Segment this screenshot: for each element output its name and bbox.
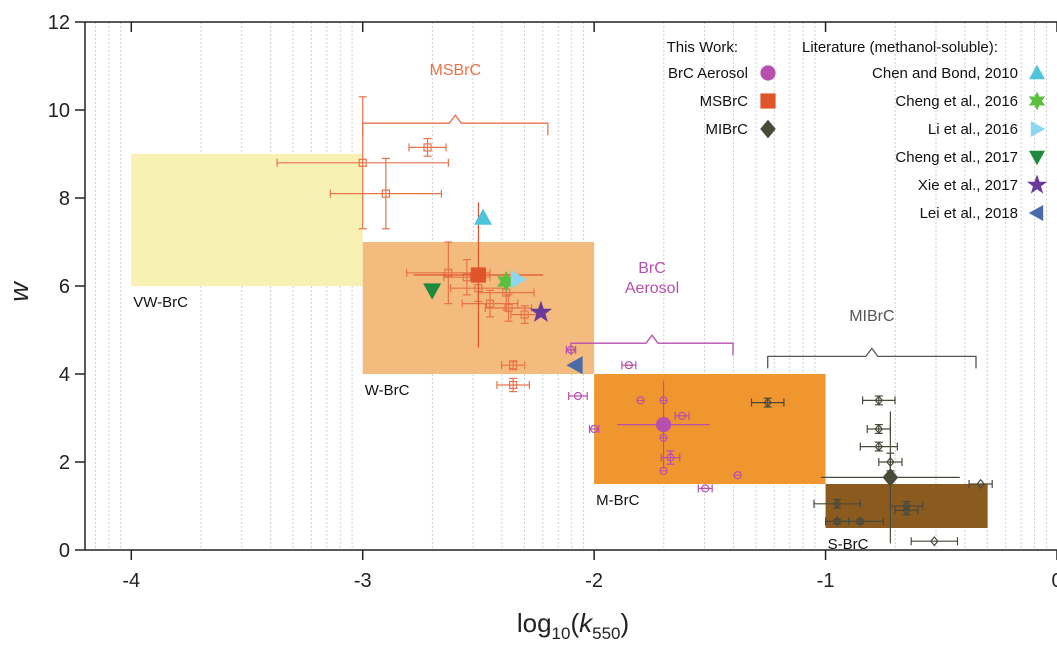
region-label: M-BrC (596, 492, 639, 509)
y-tick-label: 10 (48, 100, 70, 122)
bracket-label: MIBrC (849, 308, 894, 325)
x-tick-label: -1 (817, 570, 835, 592)
y-tick-label: 6 (59, 276, 70, 298)
mibrc-point (763, 397, 772, 408)
x-label-open: ( (570, 608, 579, 638)
x-label-sub1: 10 (552, 624, 571, 641)
legend-label: Lei et al., 2018 (920, 205, 1018, 222)
bracket (570, 334, 734, 356)
literature-point (566, 356, 583, 375)
legend-marker (1026, 174, 1048, 194)
bracket (362, 114, 549, 136)
y-axis-label: w (4, 281, 34, 302)
bracket-label: Aerosol (625, 280, 679, 297)
msbrc-point (509, 361, 518, 370)
y-tick-label: 2 (59, 452, 70, 474)
average-square (470, 267, 487, 283)
average-diamond (882, 468, 899, 487)
msbrc-point (423, 143, 432, 152)
x-tick-label: -3 (354, 570, 372, 592)
bracket-label: MSBrC (430, 62, 482, 79)
mibrc-point (874, 423, 884, 435)
region-label: W-BrC (365, 382, 410, 399)
msbrc-point (520, 310, 529, 319)
legend-marker (1030, 120, 1046, 138)
mibrc-point (874, 441, 884, 452)
legend-label: MIBrC (706, 121, 749, 138)
legend-marker (760, 93, 776, 109)
msbrc-point (504, 303, 513, 313)
legend-marker (1028, 91, 1046, 111)
bracket-label: BrC (638, 260, 666, 277)
legend-label: Cheng et al., 2017 (895, 149, 1018, 166)
msbrc-point (485, 299, 495, 308)
literature-point (510, 270, 528, 289)
mibrc-point (856, 516, 865, 527)
x-label-base: log (517, 608, 552, 638)
x-tick-label: -2 (585, 570, 603, 592)
literature-point (529, 300, 553, 322)
legend-label: MSBrC (700, 93, 749, 110)
x-axis-label: log10(k550) (517, 608, 629, 641)
msbrc-point (358, 158, 367, 167)
legend-label: Chen and Bond, 2010 (872, 65, 1018, 82)
y-tick-label: 8 (59, 188, 70, 210)
average-circle (655, 417, 672, 433)
region-label: VW-BrC (133, 294, 188, 311)
legend-label: Li et al., 2016 (928, 121, 1018, 138)
legend-marker (1028, 150, 1046, 166)
legend-marker (760, 65, 776, 81)
legend-label: BrC Aerosol (668, 65, 748, 82)
literature-point (474, 208, 493, 225)
legend-label: Xie et al., 2017 (918, 177, 1018, 194)
region-label: S-BrC (828, 536, 869, 553)
mibrc-point (832, 516, 842, 527)
region-vw-brc (131, 154, 363, 286)
x-label-close: ) (621, 608, 630, 638)
mibrc-point (976, 478, 985, 490)
x-tick-label: 0 (1051, 570, 1057, 592)
msbrc-point (509, 380, 518, 390)
axes: -4 -3 -2 -1 0 0 2 4 6 8 10 12 (48, 12, 1057, 592)
y-tick-label: 4 (59, 364, 70, 386)
legend-marker (760, 119, 776, 139)
msbrc-point (462, 273, 471, 282)
x-tick-label: -4 (122, 570, 140, 592)
regions: VW-BrC W-BrC M-BrC S-BrC (131, 154, 988, 553)
msbrc-point (381, 189, 390, 198)
mibrc-point (902, 505, 911, 516)
mibrc-point (832, 498, 842, 509)
legend-title-this-work: This Work: (667, 39, 738, 56)
literature-point (423, 283, 442, 300)
bracket (767, 347, 977, 369)
legend-label: Cheng et al., 2016 (895, 93, 1018, 110)
legend: This Work: BrC Aerosol MSBrC MIBrC Literatur… (667, 39, 1048, 222)
data-points (276, 96, 993, 547)
legend-marker (1028, 204, 1044, 222)
y-tick-label: 12 (48, 12, 70, 34)
group-brackets: MSBrC BrC Aerosol MIBrC (362, 62, 977, 369)
x-label-sub2: 550 (592, 624, 620, 641)
y-tick-label: 0 (59, 540, 70, 562)
x-label-k: k (579, 608, 594, 638)
legend-marker (1028, 64, 1046, 80)
msbrc-point (444, 268, 453, 277)
mibrc-point (874, 395, 884, 406)
legend-title-literature: Literature (methanol-soluble): (802, 39, 998, 56)
mibrc-point (930, 536, 939, 547)
region-m-brc (594, 374, 826, 484)
